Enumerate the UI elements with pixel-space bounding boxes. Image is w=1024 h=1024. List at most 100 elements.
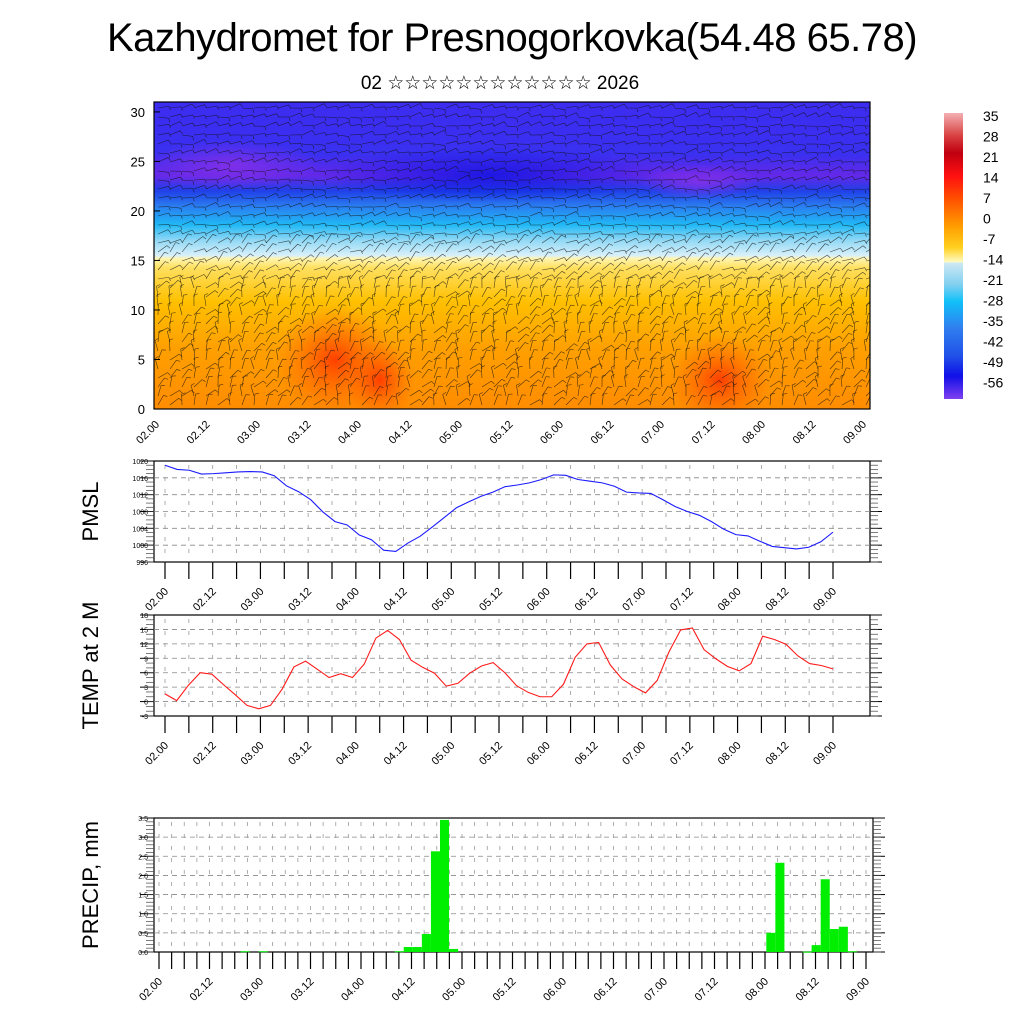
wind-barb-flag (697, 338, 702, 341)
wind-barb (769, 242, 777, 253)
wind-barb (253, 295, 259, 307)
wind-barb (601, 394, 604, 406)
wind-barb-flag (384, 159, 387, 164)
wind-barb-flag (564, 198, 567, 203)
wind-barb-flag (420, 293, 425, 296)
wind-barb-flag (368, 260, 373, 263)
wind-barb (493, 131, 505, 136)
wind-barb (841, 234, 849, 244)
wind-barb-flag (685, 383, 690, 386)
wind-barb-flag (826, 272, 831, 275)
wind-barb (228, 394, 231, 406)
wind-barb-flag (540, 134, 543, 139)
wind-barb (229, 193, 241, 199)
wind-barb (481, 132, 493, 136)
wind-barb-flag (271, 332, 276, 334)
wind-barb-flag (360, 149, 363, 154)
wind-barb (613, 249, 625, 253)
wind-barb (817, 130, 829, 136)
wind-barb-flag (156, 284, 161, 287)
wind-barb-flag (552, 208, 554, 213)
wind-barb (541, 229, 553, 235)
wind-barb-flag (348, 145, 350, 150)
wind-barb (625, 202, 637, 208)
wind-barb (817, 243, 826, 253)
wind-barb (601, 166, 613, 172)
wind-barb (493, 224, 505, 227)
wind-barb (829, 277, 833, 289)
wind-barb (289, 220, 301, 226)
wind-barb-flag (528, 107, 531, 112)
wind-barb (241, 253, 251, 262)
wind-barb (241, 371, 252, 379)
wind-barb-flag (408, 104, 411, 108)
wind-barb-flag (264, 234, 267, 239)
wind-barb-flag (779, 327, 783, 331)
wind-barb (720, 349, 723, 361)
wind-barb (493, 240, 505, 244)
wind-barb-flag (766, 334, 770, 338)
wind-barb-flag (670, 356, 675, 359)
wind-barb (313, 188, 325, 191)
wind-barb (445, 233, 457, 235)
wind-barb (277, 134, 289, 137)
wind-barb (613, 223, 625, 226)
y-tick-label: 0.5 (138, 931, 148, 938)
wind-barb (781, 394, 784, 406)
wind-barb (385, 149, 397, 154)
wind-barb-flag (394, 325, 398, 329)
wind-barb (229, 150, 241, 154)
wind-barb (193, 193, 205, 199)
wind-barb-flag (671, 184, 675, 189)
wind-barb (709, 193, 721, 199)
wind-barb (793, 112, 805, 118)
wind-barb (265, 264, 276, 271)
wind-barb-flag (830, 338, 835, 341)
wind-barb-flag (729, 234, 734, 238)
wind-barb (455, 340, 459, 352)
wind-barb (469, 369, 478, 379)
wind-barb (766, 313, 771, 325)
wind-barb (673, 107, 685, 110)
wind-barb-flag (299, 148, 303, 152)
wind-barb (853, 141, 865, 145)
wind-barb-flag (347, 238, 351, 242)
wind-barb-flag (225, 352, 230, 355)
wind-barb (793, 286, 799, 298)
wind-barb (310, 367, 315, 379)
wind-barb (397, 304, 401, 316)
wind-barb (805, 258, 817, 262)
wind-barb-flag (719, 390, 723, 394)
wind-barb (803, 394, 807, 406)
wind-barb-flag (240, 205, 243, 210)
wind-barb-flag (504, 145, 506, 150)
wind-barb (289, 112, 301, 118)
wind-barb-flag (423, 339, 428, 341)
wind-barb-flag (456, 365, 461, 368)
wind-barb-flag (636, 213, 639, 218)
wind-barb-flag (562, 307, 566, 311)
wind-barb-flag (512, 261, 517, 264)
y-tick-label: 25 (131, 154, 145, 169)
wind-barb-flag (288, 116, 291, 121)
wind-barb-flag (684, 188, 687, 193)
x-tick-label: 05.12 (477, 586, 505, 614)
y-tick-label: 1012 (132, 493, 148, 500)
wind-barb (601, 315, 610, 325)
wind-barb-flag (432, 213, 435, 218)
wind-barb-flag (431, 184, 435, 188)
wind-barb-flag (732, 374, 737, 377)
wind-barb-flag (744, 208, 746, 213)
wind-barb (625, 245, 636, 253)
wind-barb-flag (252, 114, 255, 119)
wind-barb (637, 214, 649, 217)
x-tick-label: 05.00 (440, 976, 468, 1004)
wind-barb-flag (684, 131, 687, 135)
wind-barb (829, 148, 841, 154)
wind-barb (301, 352, 311, 361)
wind-barb (169, 390, 180, 397)
wind-barb-flag (648, 153, 651, 158)
wind-barb (805, 361, 815, 370)
wind-barb (553, 122, 565, 127)
wind-barb (361, 103, 373, 109)
